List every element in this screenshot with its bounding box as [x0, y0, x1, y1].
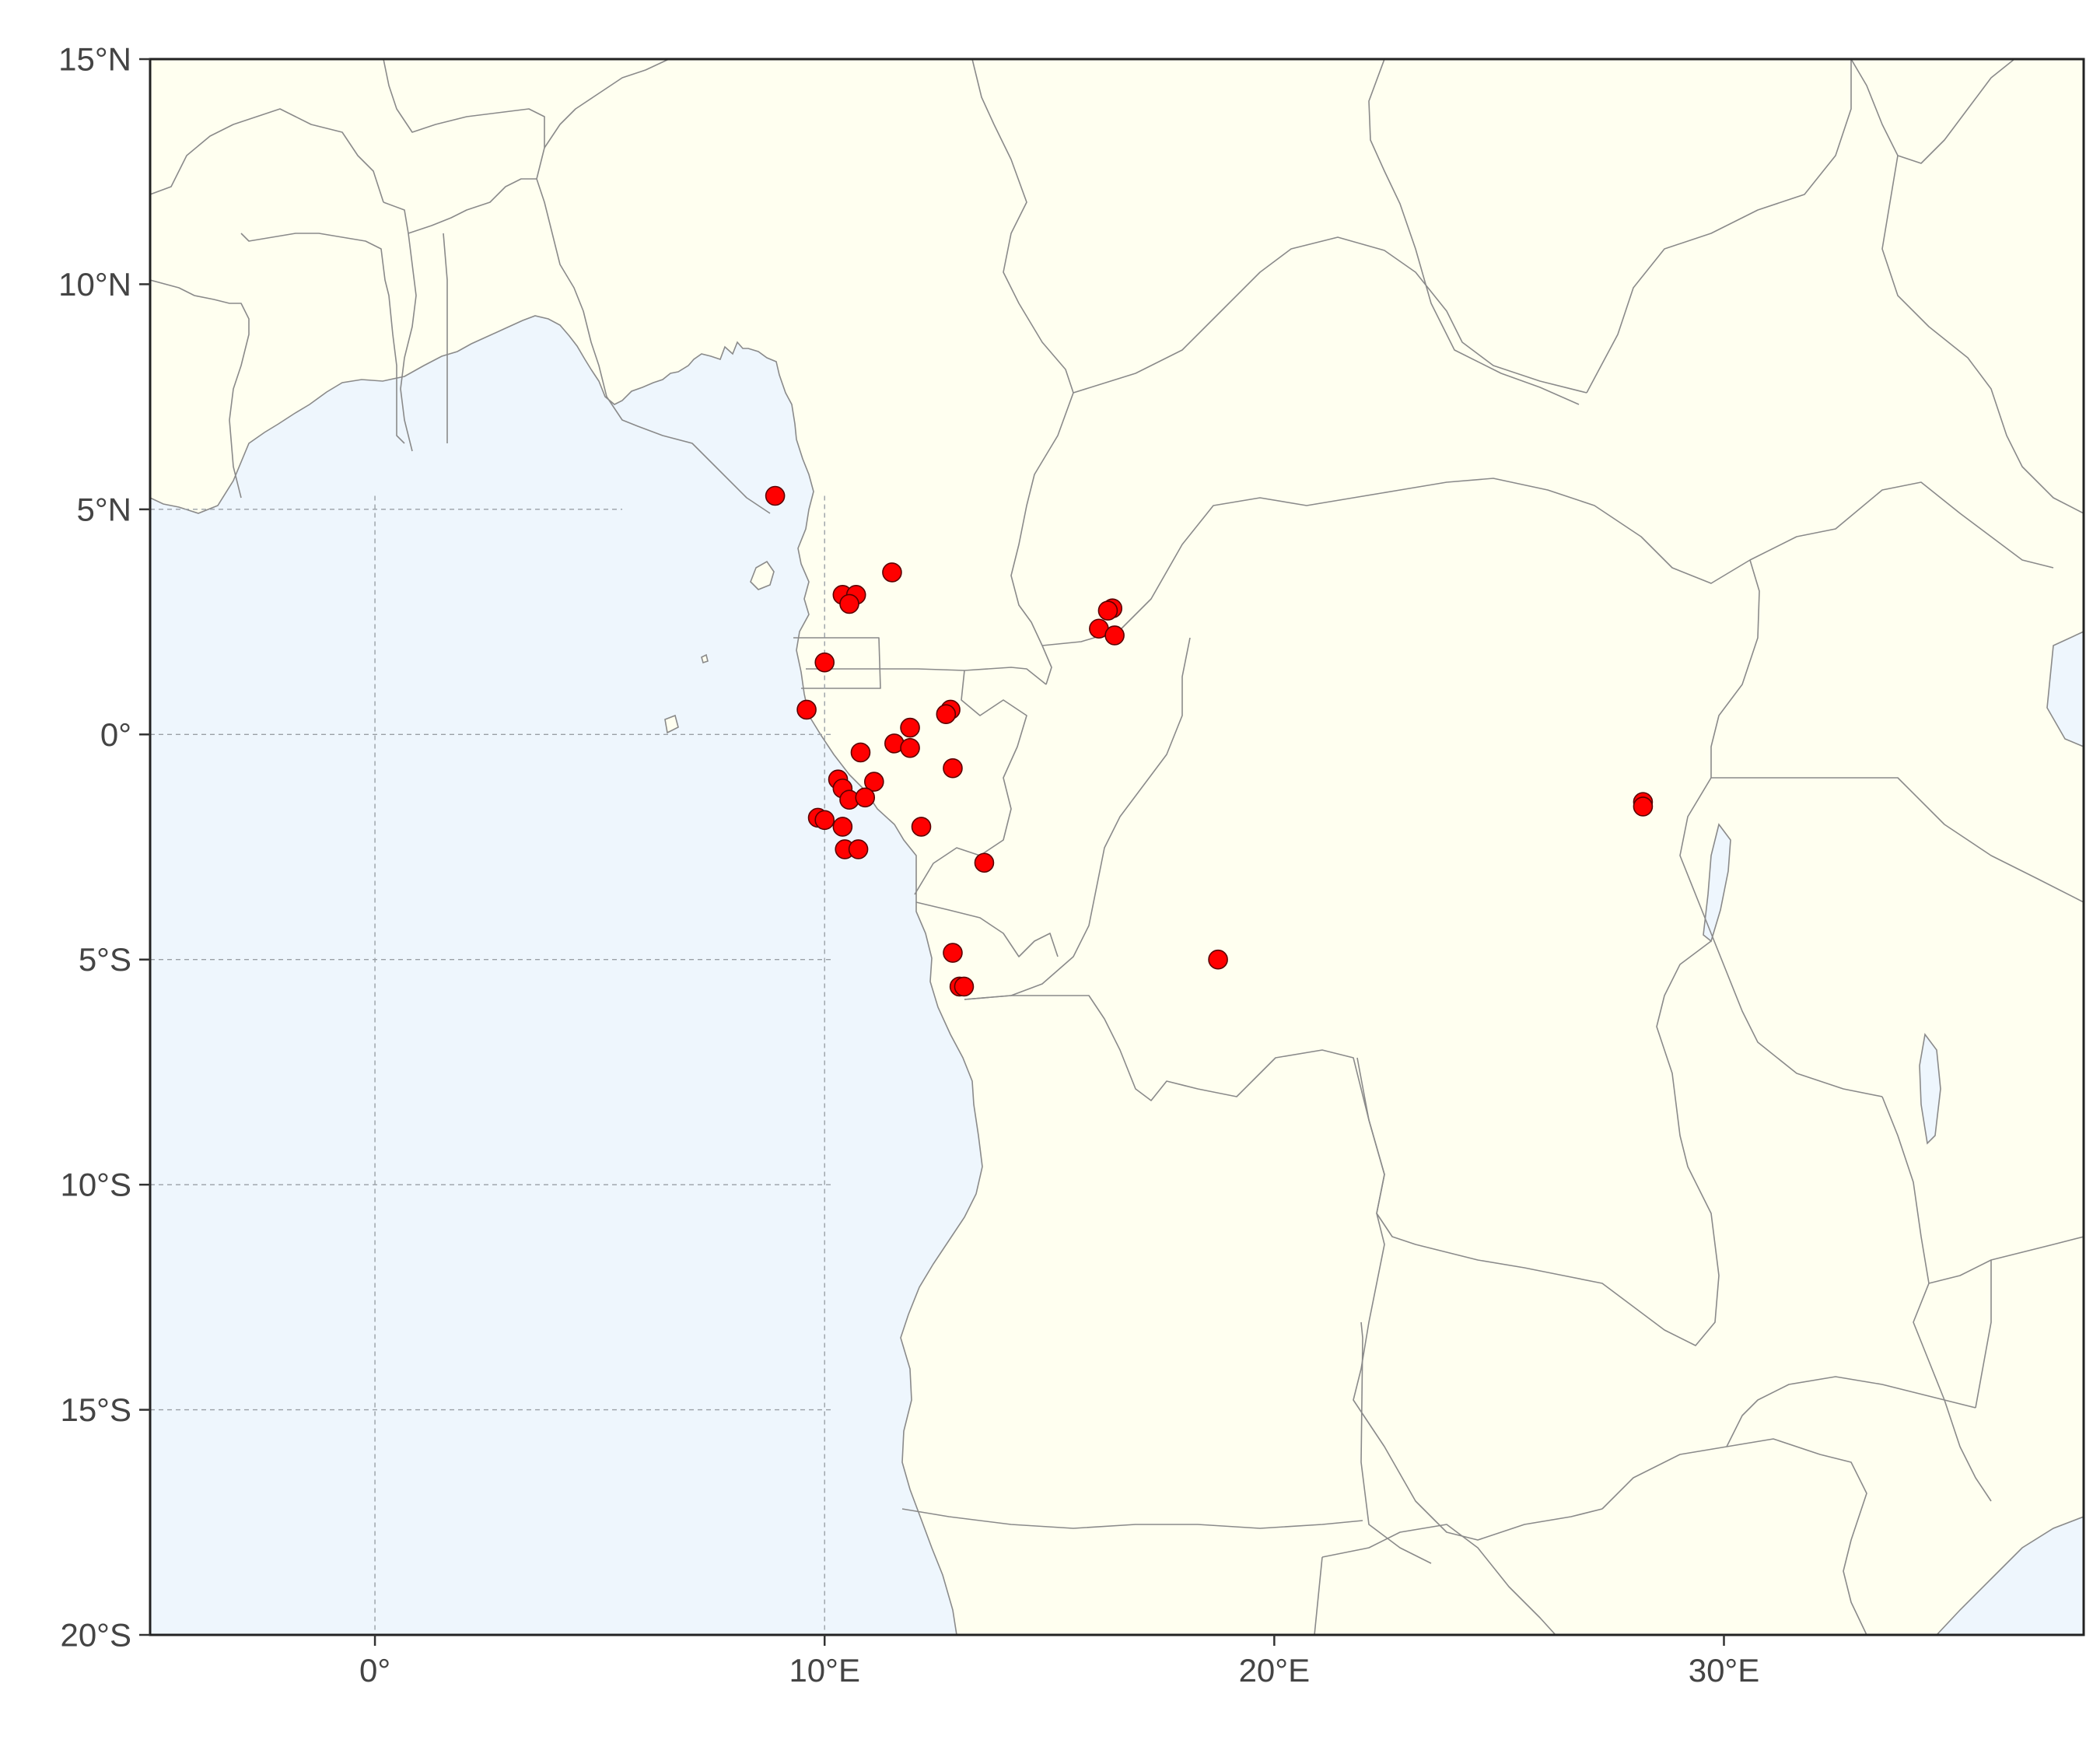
occurrence-point	[1097, 600, 1118, 621]
occurrence-point	[765, 485, 786, 506]
occurrence-point	[850, 742, 871, 763]
occurrence-point	[900, 717, 920, 738]
lat-tick-label: 5°S	[79, 941, 131, 978]
occurrence-point	[814, 652, 835, 673]
gridlines	[150, 495, 834, 1635]
country-borders	[150, 59, 2084, 1635]
lon-tick-label: 30°E	[1689, 1652, 1760, 1689]
occurrence-point	[814, 810, 835, 831]
occurrence-point	[936, 704, 957, 725]
lon-tick-label: 20°E	[1239, 1652, 1311, 1689]
occurrence-point	[796, 699, 817, 720]
occurrence-point	[839, 593, 859, 614]
lat-tick-label: 10°N	[58, 266, 131, 303]
occurrence-point	[864, 772, 884, 792]
lat-tick-label: 0°	[100, 716, 131, 753]
occurrence-point	[1633, 796, 1654, 817]
occurrence-point	[974, 852, 995, 873]
lat-tick-label: 5°N	[77, 491, 132, 527]
lon-tick-label: 10°E	[789, 1652, 860, 1689]
latitude-axis: 15°N 10°N 5°N 0° 5°S 10°S 15°S 20°S	[58, 41, 150, 1654]
occurrence-point	[943, 943, 963, 963]
occurrence-points	[765, 485, 1654, 997]
lat-tick-label: 15°N	[58, 41, 131, 78]
lon-tick-label: 0°	[359, 1652, 390, 1689]
occurrence-point	[1104, 625, 1125, 646]
principe-island	[701, 653, 709, 664]
panel-frame	[149, 58, 2085, 1636]
lat-tick-label: 15°S	[60, 1391, 131, 1428]
lake-malawi	[1919, 1033, 1941, 1145]
longitude-axis: 0° 10°E 20°E 30°E	[359, 1635, 1759, 1689]
lat-tick-label: 20°S	[60, 1617, 131, 1654]
lat-tick-label: 10°S	[60, 1167, 131, 1203]
occurrence-point	[954, 976, 975, 997]
lake-victoria	[2046, 631, 2084, 747]
occurrence-point	[943, 758, 963, 779]
occurrence-point	[855, 787, 876, 808]
occurrence-point	[900, 737, 920, 758]
bioko-island	[750, 560, 775, 590]
sao-tome-island	[664, 714, 679, 734]
land-africa	[150, 59, 2084, 1635]
occurrence-point	[1208, 949, 1228, 970]
occurrence-point	[832, 817, 853, 837]
occurrence-point	[848, 839, 869, 859]
occurrence-point	[911, 817, 932, 837]
occurrence-point	[882, 562, 902, 583]
